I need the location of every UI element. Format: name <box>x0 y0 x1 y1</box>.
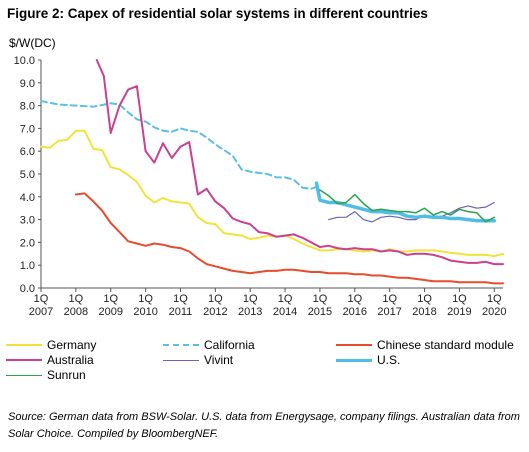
x-tick-quarter: 1Q <box>452 293 467 305</box>
legend-item-australia: Australia <box>6 353 94 367</box>
legend-swatch <box>336 344 372 346</box>
x-tick-year: 2011 <box>169 306 193 318</box>
series-line-california <box>40 100 321 190</box>
x-tick-quarter: 1Q <box>173 293 188 305</box>
y-tick-label: 8.0 <box>20 101 35 113</box>
legend-item-sunrun: Sunrun <box>6 368 86 382</box>
legend-swatch <box>6 344 42 346</box>
x-tick-year: 2007 <box>29 306 53 318</box>
y-tick-label: 4.0 <box>20 192 35 204</box>
series-line-vivint <box>328 201 495 223</box>
x-tick-quarter: 1Q <box>487 293 502 305</box>
figure-title: Figure 2: Capex of residential solar sys… <box>7 6 428 21</box>
y-tick-label: 0.0 <box>20 283 35 295</box>
legend-item-vivint: Vivint <box>163 353 233 367</box>
legend-item-california: California <box>163 338 255 352</box>
legend-swatch <box>6 359 42 361</box>
x-tick-year: 2008 <box>64 306 88 318</box>
x-tick-quarter: 1Q <box>347 293 362 305</box>
x-tick-quarter: 1Q <box>382 293 397 305</box>
x-tick-quarter: 1Q <box>313 293 328 305</box>
series-layer <box>40 59 504 285</box>
x-tick-year: 2014 <box>273 306 297 318</box>
chart-legend: Germany California Chinese standard module… <box>6 338 526 386</box>
legend-label: Germany <box>47 338 97 352</box>
y-tick-label: 10.0 <box>14 55 35 67</box>
x-tick-quarter: 1Q <box>138 293 153 305</box>
legend-label: Vivint <box>204 353 234 367</box>
x-tick-quarter: 1Q <box>103 293 118 305</box>
x-tick-year: 2019 <box>447 306 471 318</box>
legend-label: U.S. <box>377 353 401 367</box>
legend-label: Australia <box>47 353 94 367</box>
y-tick-label: 7.0 <box>20 123 35 135</box>
x-tick-year: 2012 <box>203 306 227 318</box>
legend-swatch <box>163 359 199 361</box>
chart-axes: 0.01.02.03.04.05.06.07.08.09.010.01Q2007… <box>14 55 507 318</box>
y-tick-label: 9.0 <box>20 78 35 90</box>
x-tick-year: 2013 <box>238 306 262 318</box>
x-tick-quarter: 1Q <box>208 293 223 305</box>
x-tick-year: 2017 <box>377 306 401 318</box>
line-chart: 0.01.02.03.04.05.06.07.08.09.010.01Q2007… <box>14 55 507 318</box>
legend-item-germany: Germany <box>6 338 96 352</box>
y-tick-label: 3.0 <box>20 215 35 227</box>
series-line-australia <box>95 59 504 266</box>
x-tick-quarter: 1Q <box>34 293 49 305</box>
x-tick-year: 2020 <box>482 306 506 318</box>
series-line-sunrun <box>319 189 496 223</box>
legend-item-chinese-standard-module: Chinese standard module <box>336 338 514 352</box>
series-line-germany <box>40 129 504 258</box>
series-line-chinese-standard-module <box>74 192 504 285</box>
legend-swatch <box>336 358 372 362</box>
x-tick-quarter: 1Q <box>278 293 293 305</box>
legend-label: Sunrun <box>47 368 86 382</box>
series-line-u-s- <box>314 181 497 223</box>
legend-item-u-s-: U.S. <box>336 353 400 367</box>
x-tick-year: 2016 <box>343 306 367 318</box>
y-axis-label: $/W(DC) <box>9 36 56 50</box>
x-tick-year: 2018 <box>412 306 436 318</box>
x-tick-year: 2010 <box>133 306 157 318</box>
y-tick-label: 6.0 <box>20 146 35 158</box>
x-tick-quarter: 1Q <box>69 293 84 305</box>
y-tick-label: 5.0 <box>20 169 35 181</box>
y-tick-label: 2.0 <box>20 237 35 249</box>
legend-swatch <box>6 374 42 376</box>
legend-swatch <box>163 344 199 346</box>
x-tick-year: 2009 <box>98 306 122 318</box>
figure-source: Source: German data from BSW-Solar. U.S.… <box>8 411 520 440</box>
y-tick-label: 1.0 <box>20 260 35 272</box>
x-tick-year: 2015 <box>308 306 332 318</box>
legend-label: Chinese standard module <box>377 338 514 352</box>
x-tick-quarter: 1Q <box>243 293 258 305</box>
legend-label: California <box>204 338 255 352</box>
x-tick-quarter: 1Q <box>417 293 432 305</box>
